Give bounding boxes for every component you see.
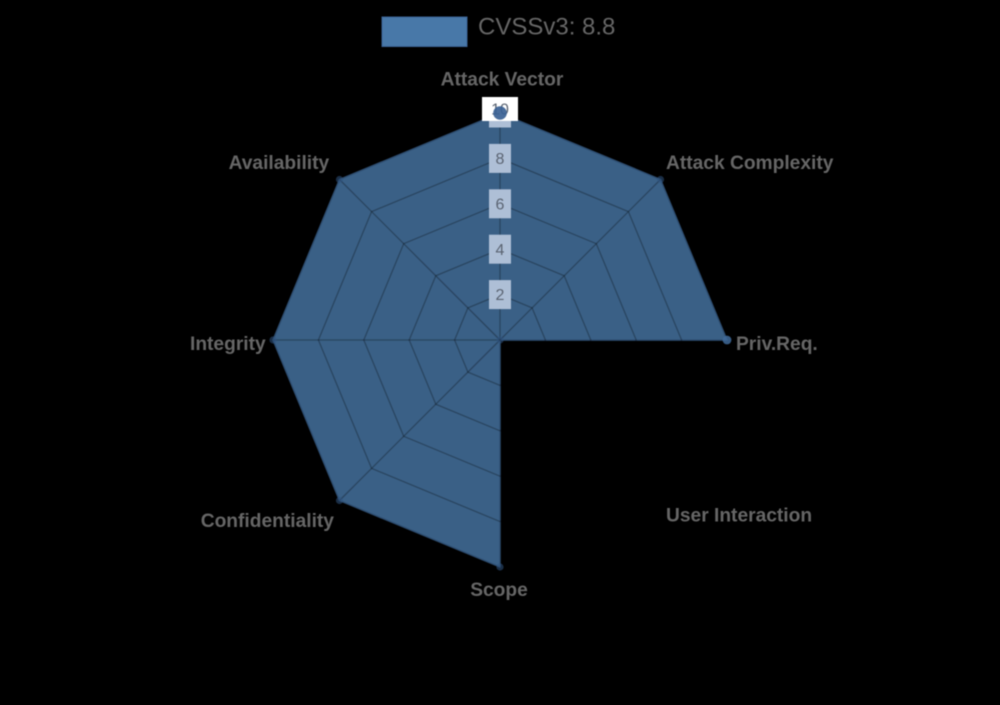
svg-text:Priv.Req.: Priv.Req. bbox=[736, 334, 818, 355]
svg-text:4: 4 bbox=[496, 242, 505, 259]
svg-text:2: 2 bbox=[496, 287, 505, 304]
svg-text:Integrity: Integrity bbox=[190, 334, 266, 355]
svg-text:Attack Complexity: Attack Complexity bbox=[666, 153, 834, 174]
svg-text:Availability: Availability bbox=[229, 153, 330, 174]
svg-text:8: 8 bbox=[496, 151, 505, 168]
svg-text:User Interaction: User Interaction bbox=[666, 506, 812, 527]
svg-text:Scope: Scope bbox=[470, 580, 528, 601]
svg-text:CVSSv3: 8.8: CVSSv3: 8.8 bbox=[478, 14, 615, 41]
svg-text:6: 6 bbox=[496, 196, 505, 213]
svg-text:Attack Vector: Attack Vector bbox=[441, 70, 564, 91]
svg-text:Confidentiality: Confidentiality bbox=[201, 511, 335, 532]
